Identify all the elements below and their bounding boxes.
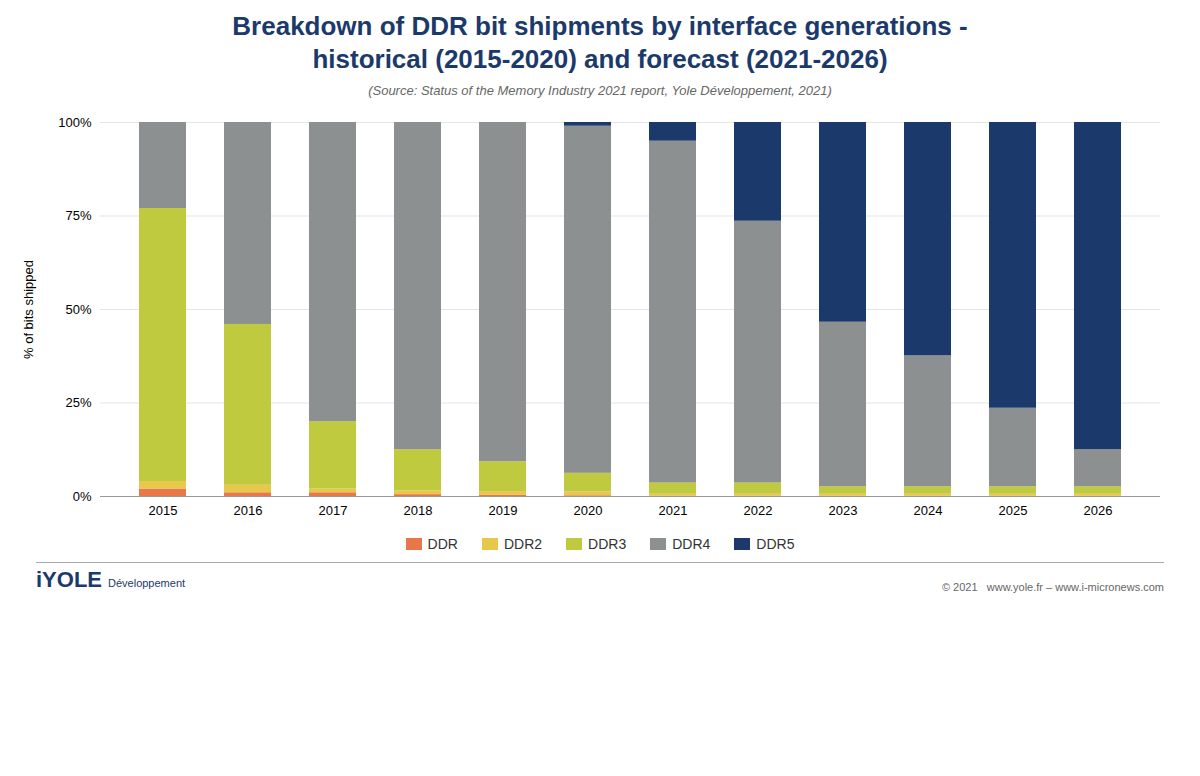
svg-text:75%: 75% (65, 208, 91, 223)
svg-text:2023: 2023 (829, 503, 858, 518)
html-text:© 2021 www.yole.fr – www.i-mic: © 2021 www.yole.fr – www.i-micronews.com (941, 581, 1164, 593)
html-text:(Source: Status of the Memory: (Source: Status of the Memory Industry 2… (368, 83, 832, 98)
svg-text:2020: 2020 (574, 503, 603, 518)
svg-text:25%: 25% (65, 395, 91, 410)
svg-text:50%: 50% (65, 302, 91, 317)
svg-text:2024: 2024 (914, 503, 943, 518)
svg-text:2026: 2026 (1084, 503, 1113, 518)
html-text:iYOLE: iYOLE (36, 567, 102, 592)
svg-text:% of bits shipped: % of bits shipped (21, 260, 36, 359)
html-text:DDR5: DDR5 (756, 536, 795, 552)
svg-text:2025: 2025 (999, 503, 1028, 518)
svg-text:100%: 100% (58, 115, 92, 130)
svg-text:2018: 2018 (404, 503, 433, 518)
svg-text:2016: 2016 (234, 503, 263, 518)
svg-text:2019: 2019 (489, 503, 518, 518)
html-text:DDR4: DDR4 (672, 536, 711, 552)
svg-text:2021: 2021 (659, 503, 688, 518)
html-text:DDR: DDR (427, 536, 458, 552)
svg-text:0%: 0% (73, 489, 92, 504)
html-text:Développement: Développement (108, 577, 186, 589)
svg-text:2015: 2015 (149, 503, 178, 518)
svg-text:2017: 2017 (319, 503, 348, 518)
html-text:Breakdown of DDR bit shipments: Breakdown of DDR bit shipments by interf… (232, 11, 968, 74)
html-text:DDR3: DDR3 (588, 536, 627, 552)
svg-text:2022: 2022 (744, 503, 773, 518)
html-text:DDR2: DDR2 (503, 536, 542, 552)
